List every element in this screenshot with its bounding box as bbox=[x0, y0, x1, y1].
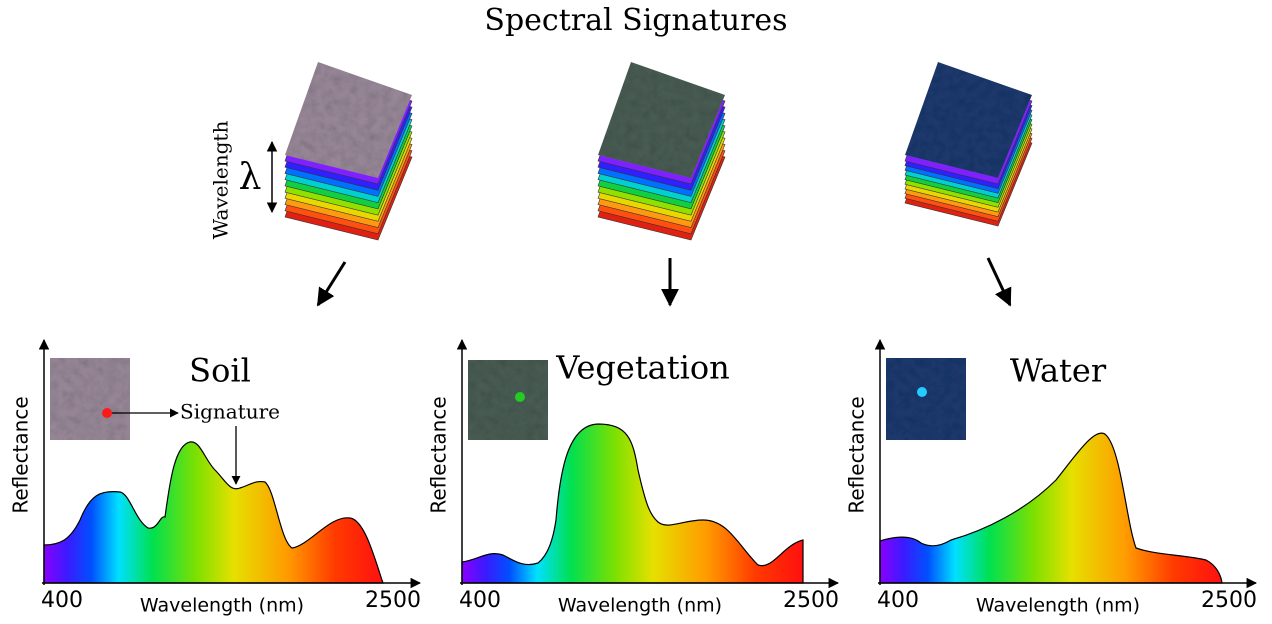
signature-curve bbox=[44, 442, 383, 583]
y-axis-label: Reflectance bbox=[9, 396, 33, 513]
y-axis-label: Reflectance bbox=[427, 396, 451, 513]
arrow bbox=[318, 262, 345, 305]
page: {"title": "Spectral Signatures", "stack_… bbox=[0, 0, 1272, 624]
panel: Vegetation Reflectance Wavelength (nm) 4… bbox=[427, 340, 840, 617]
x-axis-label: Wavelength (nm) bbox=[976, 595, 1140, 617]
stack-axis-label: Wavelength bbox=[209, 121, 233, 240]
x-tick-label: 400 bbox=[459, 588, 501, 613]
x-tick-label: 400 bbox=[41, 588, 83, 613]
panel: Water Reflectance Wavelength (nm) 400 25… bbox=[845, 340, 1258, 617]
figure: Spectral Signatures Wavelength λ Signatu… bbox=[0, 0, 1272, 624]
pixel-dot bbox=[917, 387, 927, 397]
signature-curve bbox=[880, 433, 1222, 583]
panel-title: Water bbox=[1010, 352, 1107, 390]
cubes bbox=[285, 62, 1032, 240]
x-axis-label: Wavelength (nm) bbox=[558, 595, 722, 617]
inset-image bbox=[50, 358, 130, 440]
x-tick-label: 2500 bbox=[365, 588, 421, 613]
pixel-dot bbox=[102, 408, 112, 418]
inset-image bbox=[886, 358, 966, 440]
panel: Signature Soil Reflectance Wavelength (n… bbox=[9, 340, 422, 617]
stack-axis-symbol: λ bbox=[239, 157, 262, 198]
pixel-dot bbox=[515, 392, 525, 402]
annotation: Signature bbox=[180, 400, 280, 424]
panel-title: Vegetation bbox=[555, 349, 729, 387]
panel-title: Soil bbox=[189, 352, 251, 390]
x-axis-label: Wavelength (nm) bbox=[140, 595, 304, 617]
arrow bbox=[988, 258, 1010, 305]
y-axis-label: Reflectance bbox=[845, 396, 869, 513]
x-tick-label: 400 bbox=[877, 588, 919, 613]
title: Spectral Signatures bbox=[484, 3, 787, 38]
x-tick-label: 2500 bbox=[1201, 588, 1257, 613]
x-tick-label: 2500 bbox=[783, 588, 839, 613]
inset-image bbox=[468, 360, 548, 440]
signature-curve bbox=[462, 424, 803, 583]
